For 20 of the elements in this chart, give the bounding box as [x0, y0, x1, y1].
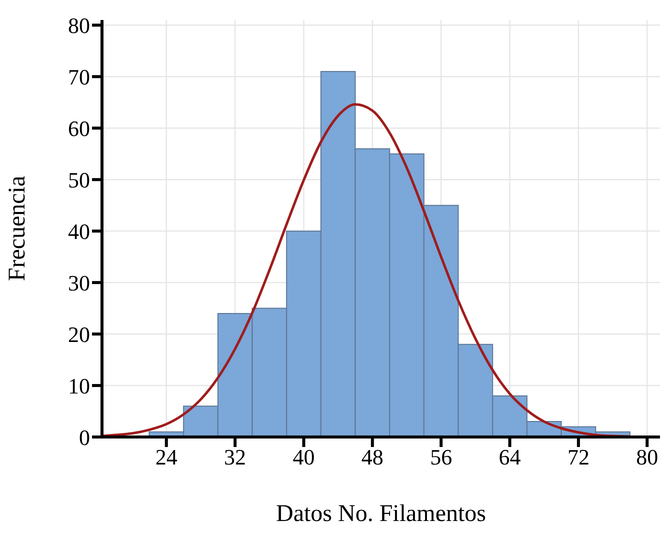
x-tick-label: 40	[292, 444, 315, 470]
x-tick-label: 32	[224, 444, 246, 470]
x-tick-label: 80	[636, 444, 658, 470]
x-tick-label: 72	[567, 444, 590, 470]
x-tick-label: 24	[155, 444, 178, 470]
y-tick-label: 30	[68, 270, 90, 296]
y-axis-title: Frecuencia	[4, 176, 31, 282]
x-tick-label: 56	[430, 444, 452, 470]
y-tick-label: 80	[68, 12, 90, 38]
y-tick-label: 20	[68, 322, 90, 347]
x-axis-title: Datos No. Filamentos	[276, 501, 486, 527]
x-tick-label: 64	[498, 444, 521, 470]
y-tick-label: 0	[79, 424, 90, 450]
line-series	[102, 103, 632, 437]
x-tick-label: 48	[361, 444, 384, 470]
y-tick-label: 70	[68, 64, 90, 90]
y-tick-label: 50	[68, 167, 90, 192]
y-tick-label: 60	[68, 116, 90, 141]
y-tick-label: 40	[68, 218, 90, 244]
y-tick-label: 10	[68, 373, 90, 398]
